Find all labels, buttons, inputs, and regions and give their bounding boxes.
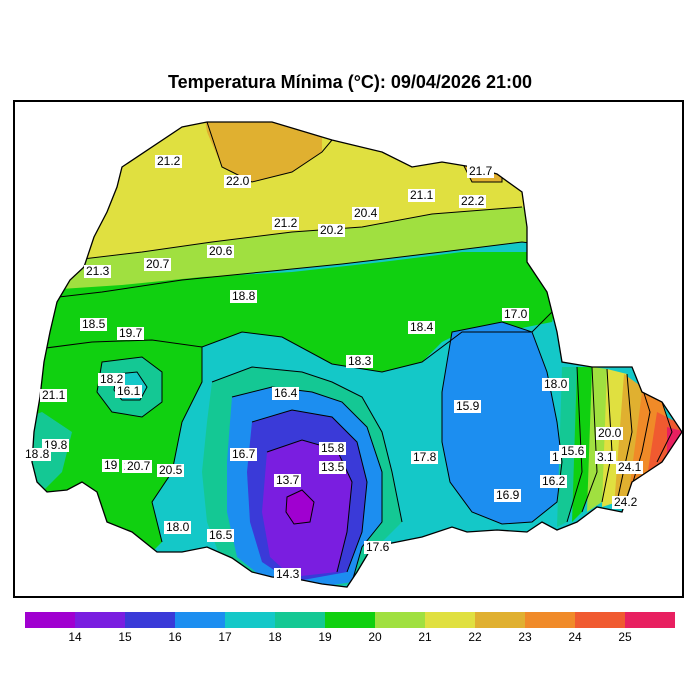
contour-label: 15.8 [319,441,347,455]
temperature-map [31,121,682,588]
contour-label: 19 [102,458,120,472]
contour-label: 14.3 [274,567,302,581]
contour-label: 16.9 [494,488,522,502]
contour-label: 16.7 [230,447,258,461]
state-border [31,121,682,588]
contour-label: 18.0 [542,377,570,391]
contour-label: 20.2 [318,223,346,237]
legend-swatch [275,612,325,628]
legend-tick-label: 25 [618,630,632,644]
contour-label: 13.7 [274,473,302,487]
contour-label: 18.8 [230,289,258,303]
legend-swatch [125,612,175,628]
legend-tick-label: 23 [518,630,532,644]
contour-label: 18.2 [98,372,126,386]
legend-swatch [425,612,475,628]
legend-swatch [475,612,525,628]
contour-label: 15.9 [454,399,482,413]
legend-swatch [75,612,125,628]
contour-label: 24.1 [616,460,644,474]
contour-label: 18.4 [408,320,436,334]
contour-label: 21.2 [272,216,300,230]
map-title: Temperatura Mínima (°C): 09/04/2026 21:0… [167,72,533,92]
contour-label: 19.7 [117,326,145,340]
map-frame: 21.2 22.0 21.7 21.1 22.2 20.4 21.2 20.2 20.6 21.3… [13,100,684,598]
contour-label: 18.3 [346,354,374,368]
contour-label: 24.2 [612,495,640,509]
legend-tick-label: 16 [168,630,182,644]
legend-tick-label: 22 [468,630,482,644]
contour-label: 1 [550,450,561,464]
legend-tick-label: 19 [318,630,332,644]
contour-label: 15.6 [559,444,587,458]
contour-label: 21.7 [467,164,495,178]
contour-label: 18.5 [80,317,108,331]
legend-tick-label: 14 [68,630,82,644]
contour-label: 21.3 [84,264,112,278]
legend-swatch [575,612,625,628]
contour-label: 20.7 [144,257,172,271]
legend-tick-label: 15 [118,630,132,644]
legend-swatch [175,612,225,628]
contour-label: 17.6 [364,540,392,554]
contour-label: 21.1 [408,188,436,202]
contour-label: 22.0 [224,174,252,188]
contour-label: 3.1 [595,450,616,464]
contour-label: 16.5 [207,528,235,542]
contour-label: 21.1 [40,388,68,402]
contour-label: 20.5 [157,463,185,477]
legend-tick-label: 21 [418,630,432,644]
legend-swatch [375,612,425,628]
contour-label: 16.1 [115,384,143,398]
legend-swatch [25,612,75,628]
legend-swatch [225,612,275,628]
contour-label: 18 [23,447,41,461]
legend-tick-label: 18 [268,630,282,644]
contour-label: 22.2 [459,194,487,208]
contour-label: 17.0 [502,307,530,321]
contour-label: 18.0 [164,520,192,534]
legend-tick-label: 20 [368,630,382,644]
contour-label: 20.0 [596,426,624,440]
legend-swatch [325,612,375,628]
contour-label: 17.8 [411,450,439,464]
contour-label: 20.4 [352,206,380,220]
legend-swatch [625,612,675,628]
legend-ticks: 14 15 16 17 18 19 20 21 22 23 24 25 [25,630,675,646]
legend-swatch [525,612,575,628]
contour-label: 16.2 [540,474,568,488]
contour-label: 21.2 [155,154,183,168]
legend-tick-label: 17 [218,630,232,644]
legend-tick-label: 24 [568,630,582,644]
contour-label: 20.6 [207,244,235,258]
contour-label: 16.4 [272,386,300,400]
color-legend [25,612,675,628]
contour-label: 13.5 [319,460,347,474]
contour-label: 20.7 [125,459,153,473]
